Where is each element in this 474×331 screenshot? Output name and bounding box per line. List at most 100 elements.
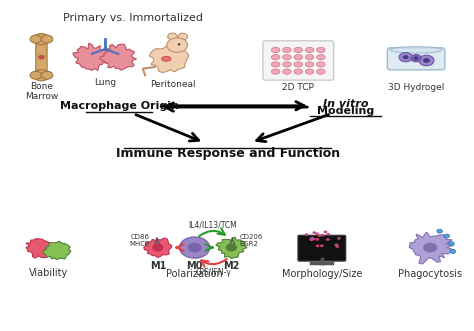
Circle shape — [336, 244, 337, 245]
Text: 3D Hydrogel: 3D Hydrogel — [388, 83, 444, 92]
Circle shape — [321, 234, 325, 236]
Circle shape — [444, 234, 449, 238]
Circle shape — [313, 232, 315, 233]
Text: CD86
MHCII: CD86 MHCII — [129, 234, 149, 247]
Circle shape — [437, 229, 442, 233]
FancyBboxPatch shape — [298, 235, 346, 261]
Ellipse shape — [317, 62, 325, 67]
Circle shape — [30, 71, 41, 79]
FancyBboxPatch shape — [36, 38, 47, 76]
Text: Viability: Viability — [29, 268, 68, 278]
Circle shape — [316, 245, 319, 247]
Text: Polarization: Polarization — [166, 269, 223, 279]
Polygon shape — [43, 241, 71, 260]
Circle shape — [335, 244, 338, 246]
Ellipse shape — [294, 47, 302, 53]
Circle shape — [38, 55, 45, 60]
Circle shape — [399, 53, 412, 62]
Text: Morphology/Size: Morphology/Size — [282, 269, 362, 279]
Ellipse shape — [305, 55, 314, 60]
Ellipse shape — [272, 69, 280, 74]
Text: M2: M2 — [223, 261, 239, 271]
Ellipse shape — [305, 62, 314, 67]
Circle shape — [411, 55, 421, 62]
Ellipse shape — [305, 69, 314, 74]
Polygon shape — [216, 237, 247, 259]
Circle shape — [311, 238, 313, 239]
Text: CD206
EGR2: CD206 EGR2 — [240, 234, 263, 247]
Text: 2D TCP: 2D TCP — [283, 83, 314, 92]
Ellipse shape — [283, 47, 291, 53]
Polygon shape — [26, 239, 55, 258]
Circle shape — [311, 239, 312, 240]
Circle shape — [327, 239, 329, 240]
Text: M0: M0 — [186, 261, 203, 271]
Text: Peritoneal: Peritoneal — [151, 79, 196, 88]
Circle shape — [310, 239, 312, 240]
Circle shape — [326, 238, 330, 241]
FancyBboxPatch shape — [263, 41, 334, 80]
Circle shape — [419, 55, 434, 66]
Circle shape — [152, 244, 164, 252]
Circle shape — [306, 234, 308, 235]
Text: In vitro: In vitro — [323, 99, 368, 109]
Polygon shape — [410, 232, 455, 264]
Ellipse shape — [272, 55, 280, 60]
Circle shape — [41, 35, 53, 43]
Circle shape — [315, 238, 319, 241]
Polygon shape — [100, 44, 137, 70]
Text: Macrophage Origin: Macrophage Origin — [60, 101, 179, 112]
Text: Bone
Marrow: Bone Marrow — [25, 82, 58, 101]
Circle shape — [313, 238, 314, 240]
Circle shape — [305, 233, 309, 236]
Ellipse shape — [283, 69, 291, 74]
Circle shape — [34, 70, 49, 81]
Text: Lung: Lung — [94, 77, 116, 86]
Polygon shape — [73, 43, 110, 71]
Text: Primary vs. Immortalized: Primary vs. Immortalized — [64, 13, 203, 23]
Ellipse shape — [294, 55, 302, 60]
Circle shape — [338, 238, 340, 239]
Text: Phagocytosis: Phagocytosis — [398, 269, 462, 279]
Text: M1: M1 — [150, 261, 166, 271]
Circle shape — [327, 233, 330, 236]
Text: Immune Response and Function: Immune Response and Function — [116, 147, 340, 161]
Circle shape — [320, 245, 324, 247]
Circle shape — [167, 38, 188, 52]
Ellipse shape — [294, 69, 302, 74]
Circle shape — [423, 243, 438, 253]
Circle shape — [30, 35, 41, 43]
Circle shape — [226, 244, 237, 252]
Circle shape — [315, 232, 319, 235]
Text: IL4/IL13/TCM: IL4/IL13/TCM — [189, 220, 237, 229]
Circle shape — [310, 237, 314, 240]
Circle shape — [180, 237, 210, 258]
Circle shape — [317, 239, 318, 240]
Circle shape — [168, 33, 177, 40]
Polygon shape — [144, 238, 172, 258]
Circle shape — [321, 245, 323, 246]
Circle shape — [322, 234, 324, 236]
Circle shape — [319, 235, 320, 236]
Ellipse shape — [317, 69, 325, 74]
Ellipse shape — [283, 62, 291, 67]
Ellipse shape — [272, 62, 280, 67]
Circle shape — [178, 33, 188, 40]
Circle shape — [337, 237, 341, 240]
Circle shape — [423, 58, 430, 63]
Circle shape — [328, 234, 329, 235]
FancyBboxPatch shape — [387, 48, 445, 70]
Circle shape — [325, 231, 326, 232]
Ellipse shape — [390, 47, 442, 53]
Ellipse shape — [317, 55, 325, 60]
Circle shape — [317, 245, 319, 247]
Circle shape — [336, 245, 339, 248]
Circle shape — [178, 43, 181, 45]
Circle shape — [34, 33, 49, 45]
Ellipse shape — [317, 47, 325, 53]
Circle shape — [448, 242, 454, 246]
Circle shape — [414, 57, 419, 60]
Ellipse shape — [272, 47, 280, 53]
Polygon shape — [149, 46, 189, 72]
Circle shape — [337, 246, 338, 247]
